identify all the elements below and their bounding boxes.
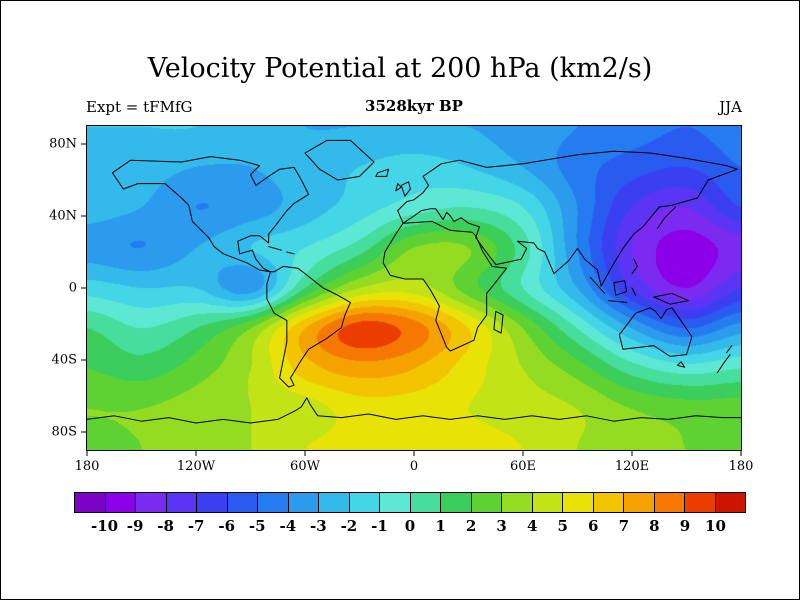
colorbar-tick-label: 5: [557, 517, 568, 535]
colorbar-tick-label: -2: [340, 517, 358, 535]
colorbar-segment: [227, 493, 258, 512]
colorbar-tick-label: 4: [526, 517, 538, 535]
lat-tick-label: 40S: [51, 352, 77, 368]
colorbar-segment: [75, 493, 106, 512]
colorbar-tick-label: 6: [588, 517, 599, 535]
colorbar-segment: [563, 493, 594, 512]
lon-tick-mark: [522, 450, 524, 456]
coastline-eurasia: [397, 150, 738, 287]
chart-title: Velocity Potential at 200 hPa (km2/s): [147, 53, 653, 84]
colorbar-tick-label: 1: [435, 517, 446, 535]
lon-tick-label: 60W: [290, 459, 320, 474]
colorbar-segment: [288, 493, 319, 512]
lon-tick-mark: [304, 450, 306, 456]
colorbar-segment: [593, 493, 624, 512]
colorbar-tick-label: -10: [90, 517, 119, 535]
colorbar-segment: [502, 493, 533, 512]
colorbar-segment: [166, 493, 197, 512]
colorbar: [74, 492, 746, 513]
colorbar-segment: [715, 493, 745, 512]
lat-tick-mark: [81, 287, 87, 289]
colorbar-segment: [410, 493, 441, 512]
colorbar-tick-label: -1: [371, 517, 388, 535]
lon-tick-mark: [413, 450, 415, 456]
colorbar-tick-label: -7: [187, 517, 205, 535]
colorbar-tick-label: 10: [705, 517, 726, 535]
lon-tick-mark: [631, 450, 633, 456]
lat-tick-mark: [81, 359, 87, 361]
lon-tick-mark: [86, 450, 88, 456]
colorbar-segment: [136, 493, 167, 512]
experiment-label: Expt = tFMfG: [86, 98, 193, 116]
lat-tick-mark: [81, 215, 87, 217]
colorbar-segment: [319, 493, 350, 512]
colorbar-segment: [258, 493, 289, 512]
lat-tick-label: 80N: [49, 136, 77, 152]
coastline-africa: [382, 220, 508, 352]
lon-tick-label: 60E: [509, 459, 537, 474]
colorbar-segment: [471, 493, 502, 512]
map-plot: 80N 40N 0 40S 80S 180 120W 60W 0 60E 120E 180: [49, 125, 753, 474]
colorbar-segment: [197, 493, 228, 512]
colorbar-segment: [105, 493, 136, 512]
lat-tick-label: 80S: [51, 424, 77, 440]
colorbar-tick-label: -6: [218, 517, 236, 535]
lat-tick-mark: [81, 431, 87, 433]
colorbar-tick-label: 2: [465, 517, 477, 535]
colorbar-labels: -10 -9 -8 -7 -6 -5 -4 -3 -2 -1 0 1 2 3 4 5 6 7 8 9 10: [74, 517, 746, 537]
coastlines-overlay: [87, 139, 741, 424]
lat-tick-mark: [81, 143, 87, 145]
lat-tick-label: 40N: [49, 208, 77, 224]
lat-tick-label: 0: [68, 280, 77, 296]
colorbar-tick-label: -5: [248, 517, 266, 535]
colorbar-segment: [654, 493, 685, 512]
lon-tick-label: 120E: [614, 459, 650, 474]
coastline-islands-oceania: [375, 168, 733, 374]
colorbar-tick-label: 9: [679, 517, 691, 535]
subtitle-row: Expt = tFMfG 3528kyr BP JJA: [86, 97, 742, 118]
time-label: 3528kyr BP: [365, 97, 463, 115]
lon-tick-label: 0: [409, 459, 419, 474]
colorbar-segment: [380, 493, 411, 512]
colorbar-tick-label: -8: [157, 517, 174, 535]
colorbar-tick-label: 0: [404, 517, 416, 535]
season-label: JJA: [719, 98, 742, 116]
colorbar-tick-label: 8: [649, 517, 660, 535]
coastline-antarctica: [87, 397, 741, 424]
colorbar-tick-label: 7: [618, 517, 630, 535]
colorbar-segment: [532, 493, 563, 512]
lon-tick-mark: [195, 450, 197, 456]
colorbar-segment: [441, 493, 472, 512]
colorbar-tick-label: -4: [279, 517, 297, 535]
colorbar-tick-label: -9: [126, 517, 144, 535]
colorbar-segment: [349, 493, 380, 512]
lon-tick-label: 180: [74, 459, 100, 474]
coastline-americas: [111, 139, 375, 388]
colorbar-tick-label: -3: [310, 517, 327, 535]
colorbar-tick-label: 3: [496, 517, 507, 535]
lon-tick-label: 180: [728, 459, 754, 474]
colorbar-segment: [685, 493, 716, 512]
colorbar-segment: [624, 493, 655, 512]
lon-tick-label: 120W: [176, 459, 216, 474]
lon-tick-mark: [740, 450, 742, 456]
